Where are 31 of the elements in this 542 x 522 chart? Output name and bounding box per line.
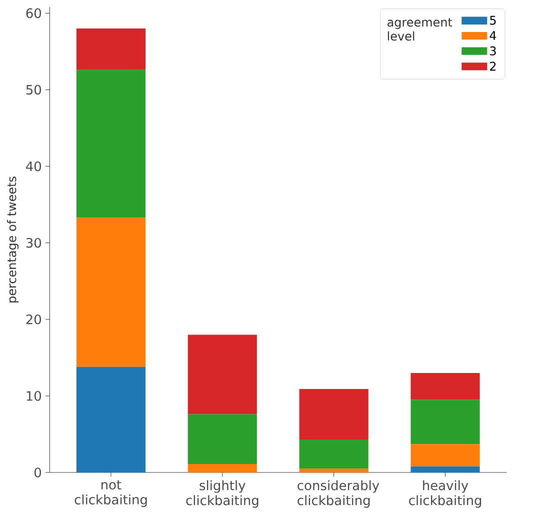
bar xyxy=(76,218,146,367)
y-tick-label: 60 xyxy=(26,8,42,18)
y-tick-label: 10 xyxy=(26,390,42,401)
x-tick-label: slightly clickbaiting xyxy=(186,480,258,508)
bar xyxy=(410,372,480,400)
bar xyxy=(76,366,146,472)
y-tick-label: 40 xyxy=(26,161,42,172)
x-tick-label: heavily clickbaiting xyxy=(409,480,482,508)
y-tick-label: 30 xyxy=(26,238,42,248)
bar xyxy=(188,334,257,414)
bar xyxy=(188,464,257,472)
bar xyxy=(76,70,146,218)
bar xyxy=(299,439,368,469)
legend-label: 3 xyxy=(490,46,496,56)
x-tick-label: considerably clickbaiting xyxy=(298,480,380,508)
legend-title: agreement level xyxy=(388,18,452,41)
legend-label: 2 xyxy=(490,62,496,71)
x-tick-label: not clickbaiting xyxy=(74,480,147,507)
bar xyxy=(299,468,368,472)
y-tick-label: 20 xyxy=(26,314,42,324)
bar xyxy=(299,388,368,440)
y-tick-label: 50 xyxy=(26,84,42,95)
bar xyxy=(410,444,480,466)
y-axis-title: percentage of tweets xyxy=(6,176,19,302)
bar xyxy=(188,414,257,464)
y-tick-label: 0 xyxy=(34,468,42,478)
bar xyxy=(410,400,480,444)
bar xyxy=(76,28,146,70)
legend-label: 5 xyxy=(490,16,496,25)
legend-label: 4 xyxy=(490,31,496,40)
bar xyxy=(410,466,480,472)
